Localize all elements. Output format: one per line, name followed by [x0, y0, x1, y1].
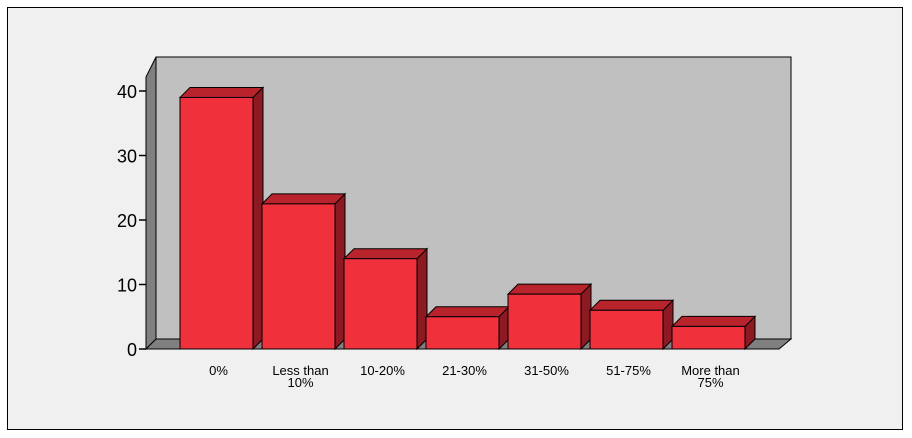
y-tick-label: 20	[117, 211, 137, 231]
x-tick-label: 10-20%	[360, 363, 405, 378]
y-tick-label: 30	[117, 147, 137, 167]
x-tick-label: 31-50%	[524, 363, 569, 378]
x-tick-label: Less than 10%	[272, 363, 328, 390]
bar-top	[424, 306, 511, 318]
y-tick-label: 10	[117, 276, 137, 296]
bar-top	[670, 315, 757, 327]
bar	[261, 203, 336, 350]
x-tick-label: 0%	[209, 363, 228, 378]
bar-chart: 0 10 20 30 40 0% Less than 10% 10-20% 21-30% 31-50…	[8, 8, 902, 429]
bar	[425, 316, 500, 350]
x-tick-label: 21-30%	[442, 363, 487, 378]
bar	[589, 309, 664, 350]
plot-side-wall	[145, 56, 157, 351]
x-tick-label: 51-75%	[606, 363, 651, 378]
bar	[507, 293, 582, 350]
y-tick-label: 40	[117, 82, 137, 102]
bar-top	[260, 193, 347, 205]
bar-top	[342, 248, 429, 260]
x-tick-label: More than 75%	[681, 363, 740, 390]
bar	[179, 96, 254, 350]
chart-frame: 0 10 20 30 40 0% Less than 10% 10-20% 21-30% 31-50…	[7, 7, 903, 430]
bar	[671, 325, 746, 350]
bar-top	[178, 86, 265, 98]
bar-top	[506, 283, 593, 295]
bar	[343, 258, 418, 350]
y-tick-label: 0	[127, 340, 137, 360]
bar-top	[588, 299, 675, 311]
